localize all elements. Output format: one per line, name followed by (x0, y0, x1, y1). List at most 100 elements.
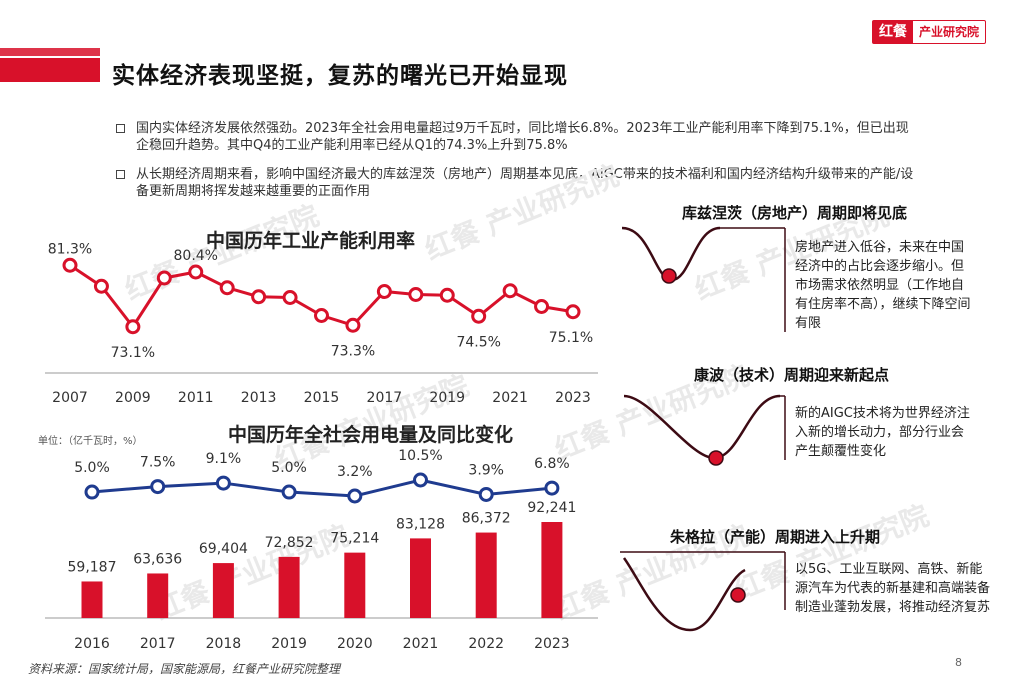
cycle-text-1: 房地产进入低谷，未来在中国经济中的占比会逐步缩小。但市场需求依然明显（工作地自有… (795, 240, 971, 331)
cycle-curves (620, 226, 786, 632)
capacity-point (219, 280, 235, 296)
growth-data-label: 6.8% (534, 456, 570, 472)
power-chart-unit: 单位：（亿千瓦时，%） (38, 436, 143, 447)
cycle-text-2: 新的AIGC技术将为世界经济注入新的增长动力，部分行业会产生颠覆性变化 (795, 406, 970, 459)
power-consumption-chart: 59,187 2016 63,636 2017 69,404 2018 72,852 2019… (45, 448, 598, 652)
power-bar (212, 563, 234, 618)
capacity-x-tick: 2007 (52, 390, 88, 406)
growth-data-label: 3.9% (468, 462, 504, 478)
title-accent-bar (0, 58, 100, 82)
page-title: 实体经济表现坚挺，复苏的曙光已开始显现 (112, 63, 568, 89)
cycle-curve-3 (622, 557, 746, 632)
page-number: 8 (955, 656, 962, 669)
capacity-point (62, 257, 78, 273)
capacity-point (565, 304, 581, 320)
capacity-x-tick: 2023 (555, 390, 591, 406)
cycle-marker-3 (730, 587, 746, 603)
capacity-point (93, 278, 109, 294)
growth-data-label: 7.5% (140, 455, 176, 471)
power-x-tick: 2022 (468, 636, 504, 652)
capacity-point (282, 290, 298, 305)
capacity-data-label: 73.3% (331, 343, 375, 359)
capacity-point (156, 270, 172, 286)
growth-data-label: 10.5% (398, 448, 442, 464)
capacity-x-tick: 2015 (304, 390, 340, 406)
capacity-point (125, 319, 141, 335)
capacity-x-tick: 2021 (492, 390, 528, 406)
power-bar (475, 532, 497, 618)
capacity-point (314, 308, 329, 323)
power-bar (147, 573, 169, 618)
growth-point (150, 479, 166, 495)
bullet-point: 从长期经济周期来看，影响中国经济最大的库兹涅茨（房地产）周期基本见底，AIGC带… (116, 166, 916, 200)
power-bar-label: 63,636 (133, 551, 182, 567)
logo-mark: 红餐 (872, 21, 913, 43)
capacity-data-label: 80.4% (174, 248, 218, 264)
capacity-data-label: 75.1% (549, 330, 593, 346)
power-bar (344, 552, 366, 618)
capacity-point (471, 308, 487, 324)
cycle-curve-2 (623, 394, 781, 460)
logo-text: 产业研究院 (918, 25, 979, 39)
power-bar-label: 72,852 (265, 535, 314, 551)
capacity-utilization-chart: 81.3% 73.1% 80.4% 73.3% 74.5% 75.1% 2007 2009 20… (45, 241, 598, 406)
growth-point (281, 484, 297, 500)
cycle-marker-1 (661, 268, 677, 284)
capacity-data-label: 74.5% (456, 334, 500, 350)
capacity-x-tick: 2019 (429, 390, 465, 406)
capacity-point (188, 264, 204, 280)
power-x-tick: 2020 (337, 636, 373, 652)
capacity-x-tick: 2017 (367, 390, 403, 406)
brand-logo: 红餐 产业研究院 (871, 20, 986, 44)
cycle-marker-2 (708, 450, 724, 466)
power-x-tick: 2016 (74, 636, 110, 652)
growth-data-label: 5.0% (74, 460, 110, 476)
bullet-point: 国内实体经济发展依然强劲。2023年全社会用电量超过9万千瓦时，同比增长6.8%… (116, 120, 916, 154)
power-x-tick: 2021 (403, 636, 439, 652)
watermark-text: 红餐 产业研究院 (420, 159, 623, 267)
power-bar-label: 86,372 (462, 511, 511, 527)
bullet-square-icon (116, 124, 125, 133)
growth-data-label: 9.1% (206, 451, 242, 467)
power-x-tick: 2017 (140, 636, 176, 652)
capacity-chart-title: 中国历年工业产能利用率 (206, 230, 416, 252)
growth-data-label: 5.0% (271, 460, 307, 476)
capacity-point (251, 289, 267, 305)
growth-point (413, 472, 428, 488)
power-x-tick: 2023 (534, 636, 570, 652)
title-accent-stripe (0, 48, 100, 56)
power-bar (81, 581, 103, 618)
growth-point (478, 486, 494, 502)
growth-series-line (91, 478, 553, 498)
watermark-text: 红餐 产业研究院 (150, 519, 353, 627)
growth-point (347, 488, 363, 504)
power-x-tick: 2018 (206, 636, 242, 652)
power-bar-label: 83,128 (396, 516, 445, 532)
capacity-point (502, 283, 518, 299)
capacity-x-tick: 2013 (241, 390, 277, 406)
cycle-text-3: 以5G、工业互联网、高铁、新能源汽车为代表的新基建和高端装备制造业蓬勃发展，将推… (795, 562, 991, 615)
power-bar-label: 92,241 (527, 500, 576, 516)
power-bar (410, 538, 431, 618)
capacity-data-label: 73.1% (111, 345, 155, 361)
power-bar-label: 69,404 (199, 541, 248, 557)
capacity-point (408, 287, 424, 302)
capacity-point (439, 287, 455, 303)
power-chart-title: 中国历年全社会用电量及同比变化 (228, 424, 514, 446)
capacity-data-label: 81.3% (48, 241, 92, 257)
power-x-tick: 2019 (271, 636, 307, 652)
source-note: 资料来源：国家统计局，国家能源局，红餐产业研究院整理 (28, 662, 341, 676)
power-bar-label: 75,214 (330, 531, 379, 547)
power-bar-label: 59,187 (68, 559, 117, 575)
cycle-title-1: 库兹涅茨（房地产）周期即将见底 (682, 204, 908, 222)
growth-data-label: 3.2% (337, 464, 373, 480)
capacity-point (345, 317, 361, 333)
bullet-text: 国内实体经济发展依然强劲。2023年全社会用电量超过9万千瓦时，同比增长6.8%… (136, 121, 909, 153)
capacity-point (534, 299, 550, 314)
bullet-square-icon (116, 170, 125, 179)
power-bar (278, 556, 300, 618)
growth-point (84, 484, 100, 500)
capacity-point (376, 284, 392, 299)
capacity-x-tick: 2009 (115, 390, 151, 406)
